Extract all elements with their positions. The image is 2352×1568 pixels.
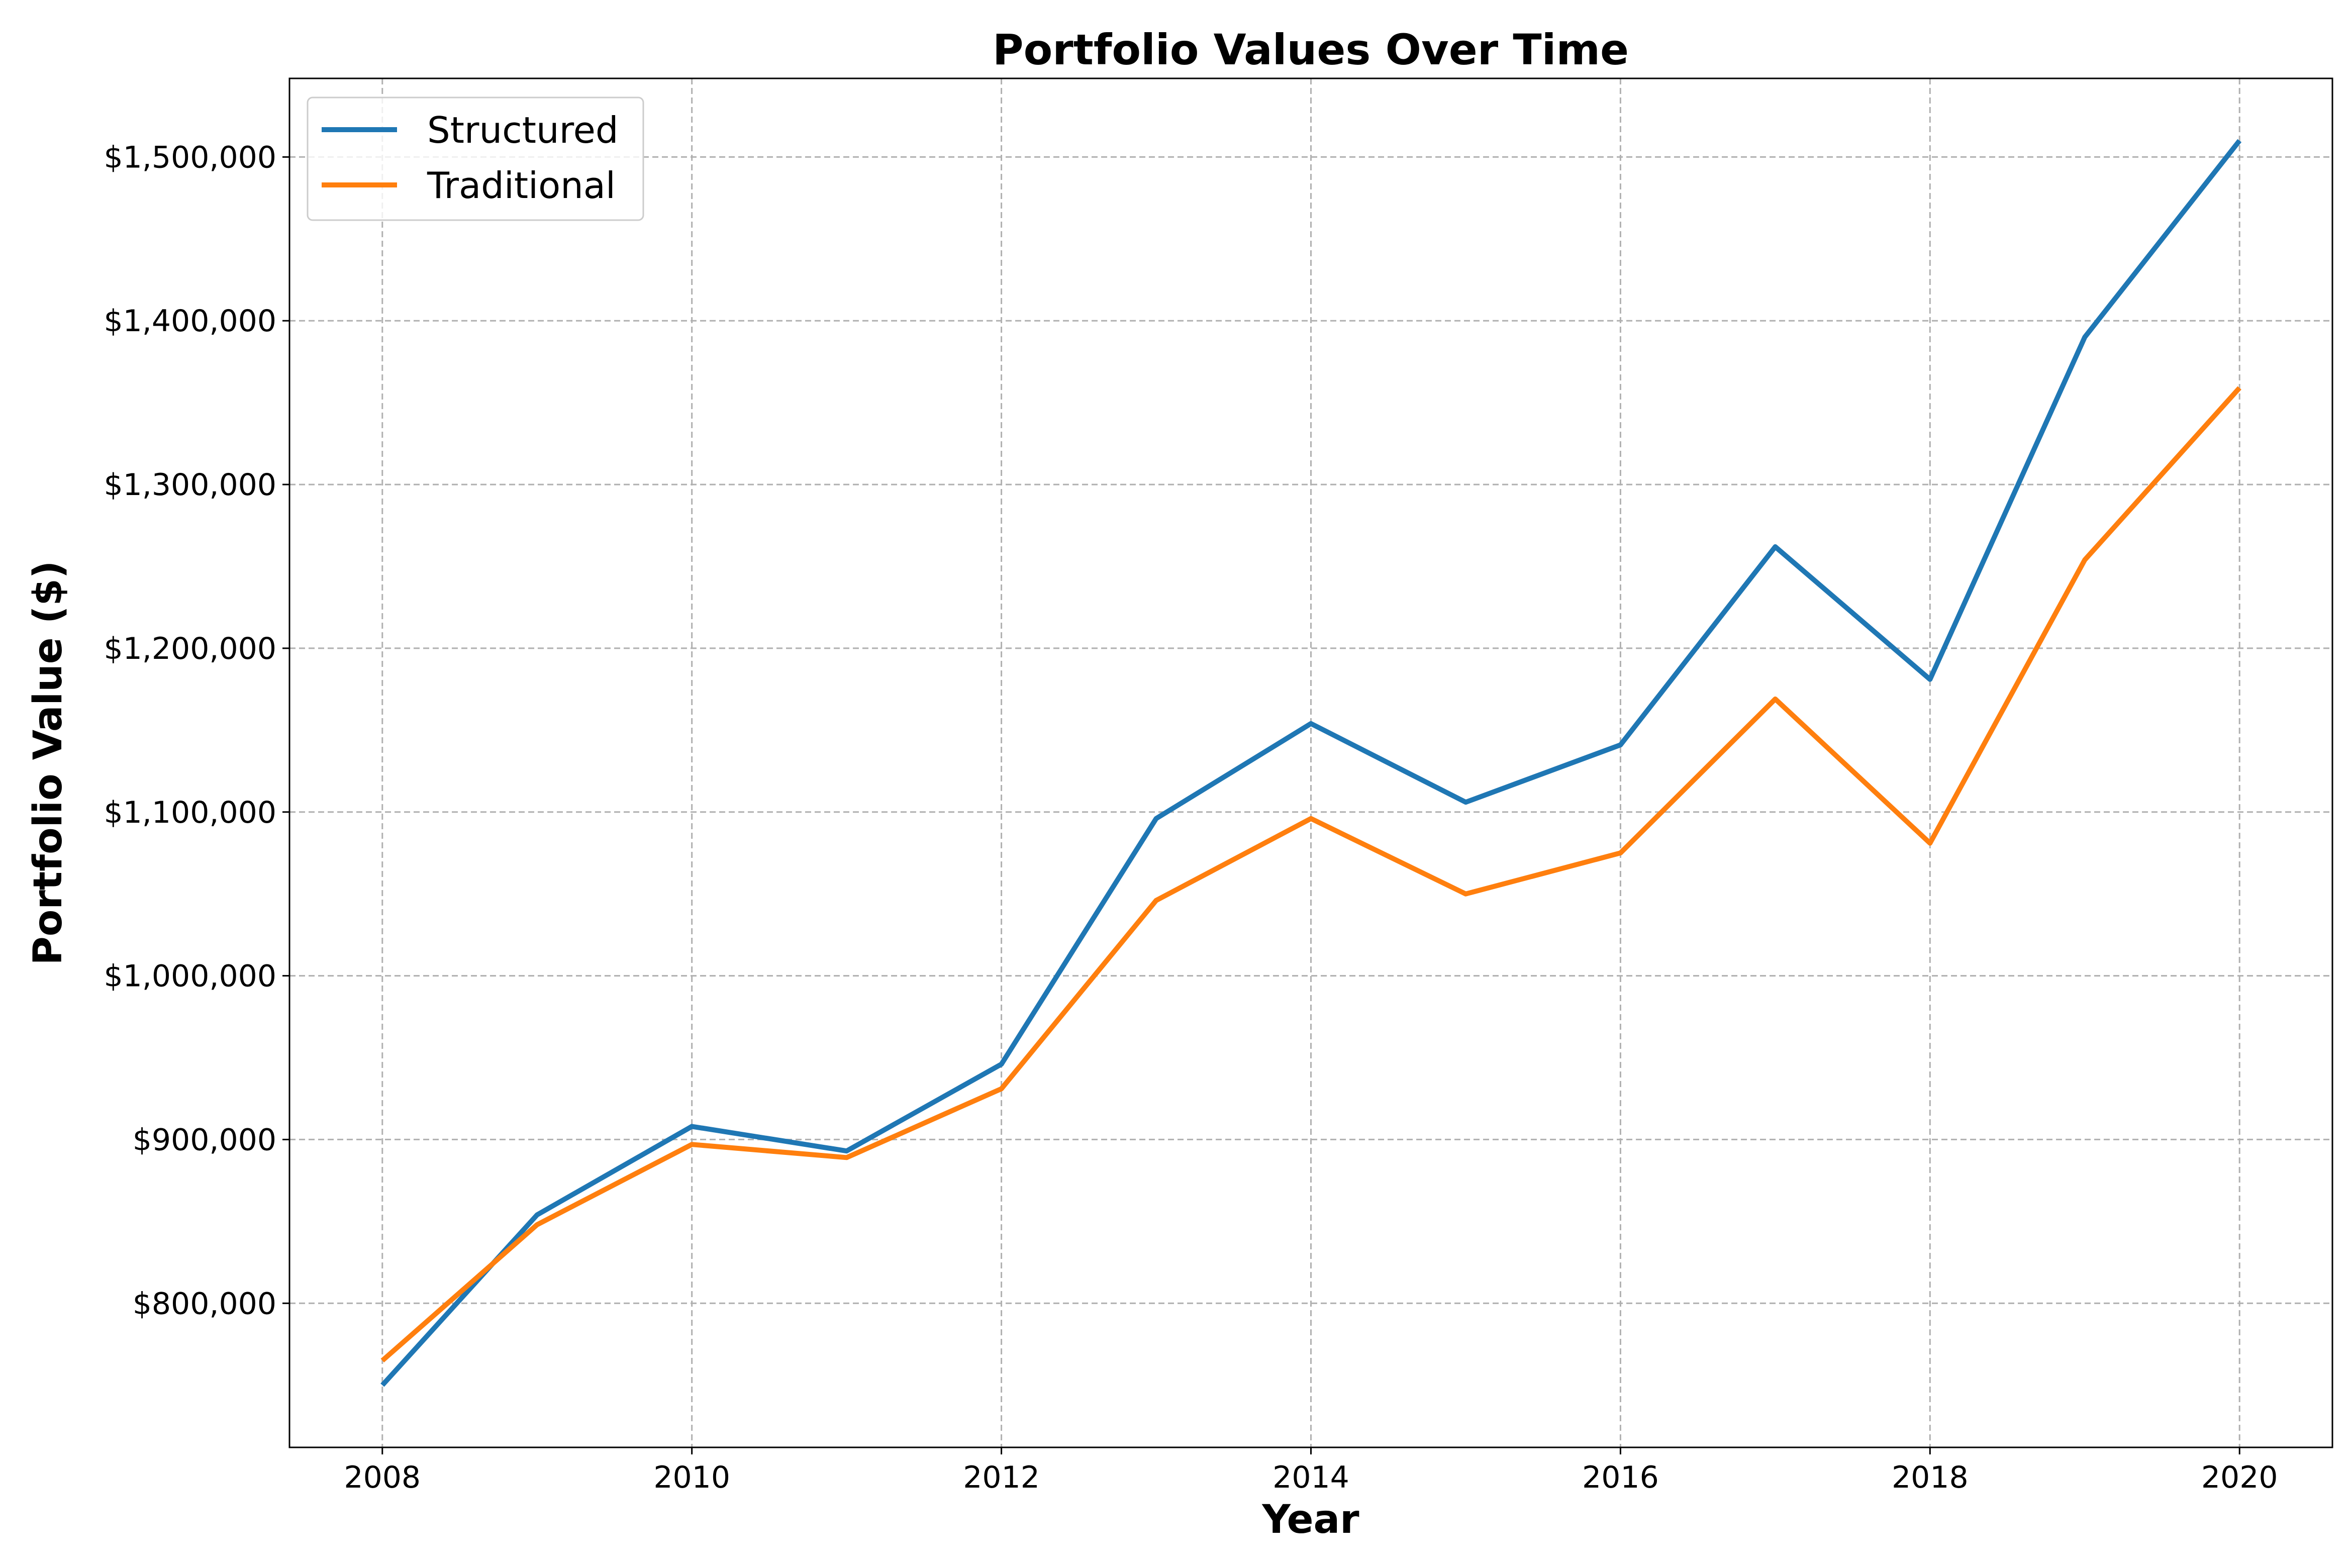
x-tick-label: 2014 (1272, 1460, 1349, 1495)
y-axis-label: Portfolio Value ($) (26, 561, 71, 965)
x-tick-label: 2016 (1582, 1460, 1659, 1495)
series-lines (380, 139, 2242, 1387)
y-tick-label: $1,500,000 (104, 140, 276, 175)
legend-label-traditional: Traditional (427, 164, 616, 207)
y-tick-label: $1,000,000 (104, 959, 276, 994)
y-tick-label: $1,300,000 (104, 467, 276, 503)
x-axis-label: Year (1261, 1497, 1359, 1542)
grid-lines (289, 78, 2332, 1447)
x-tick-label: 2012 (963, 1460, 1040, 1495)
series-line-traditional (380, 386, 2241, 1363)
chart-title: Portfolio Values Over Time (993, 25, 1629, 74)
y-tick-label: $900,000 (133, 1122, 276, 1157)
x-tick-label: 2020 (2201, 1460, 2278, 1495)
x-tick-label: 2008 (344, 1460, 421, 1495)
legend-label-structured: Structured (427, 109, 619, 151)
y-tick-label: $1,100,000 (104, 795, 276, 830)
axis-ticks: 2008 2010 2012 2014 2016 2018 2020 $800,000 $900… (104, 140, 2278, 1495)
x-tick-label: 2018 (1892, 1460, 1969, 1495)
y-tick-label: $1,400,000 (104, 304, 276, 339)
y-tick-label: $800,000 (133, 1286, 276, 1321)
y-tick-label: $1,200,000 (104, 631, 276, 666)
x-tick-label: 2010 (653, 1460, 730, 1495)
series-line-structured (380, 139, 2242, 1387)
legend: Structured Traditional (307, 96, 644, 221)
